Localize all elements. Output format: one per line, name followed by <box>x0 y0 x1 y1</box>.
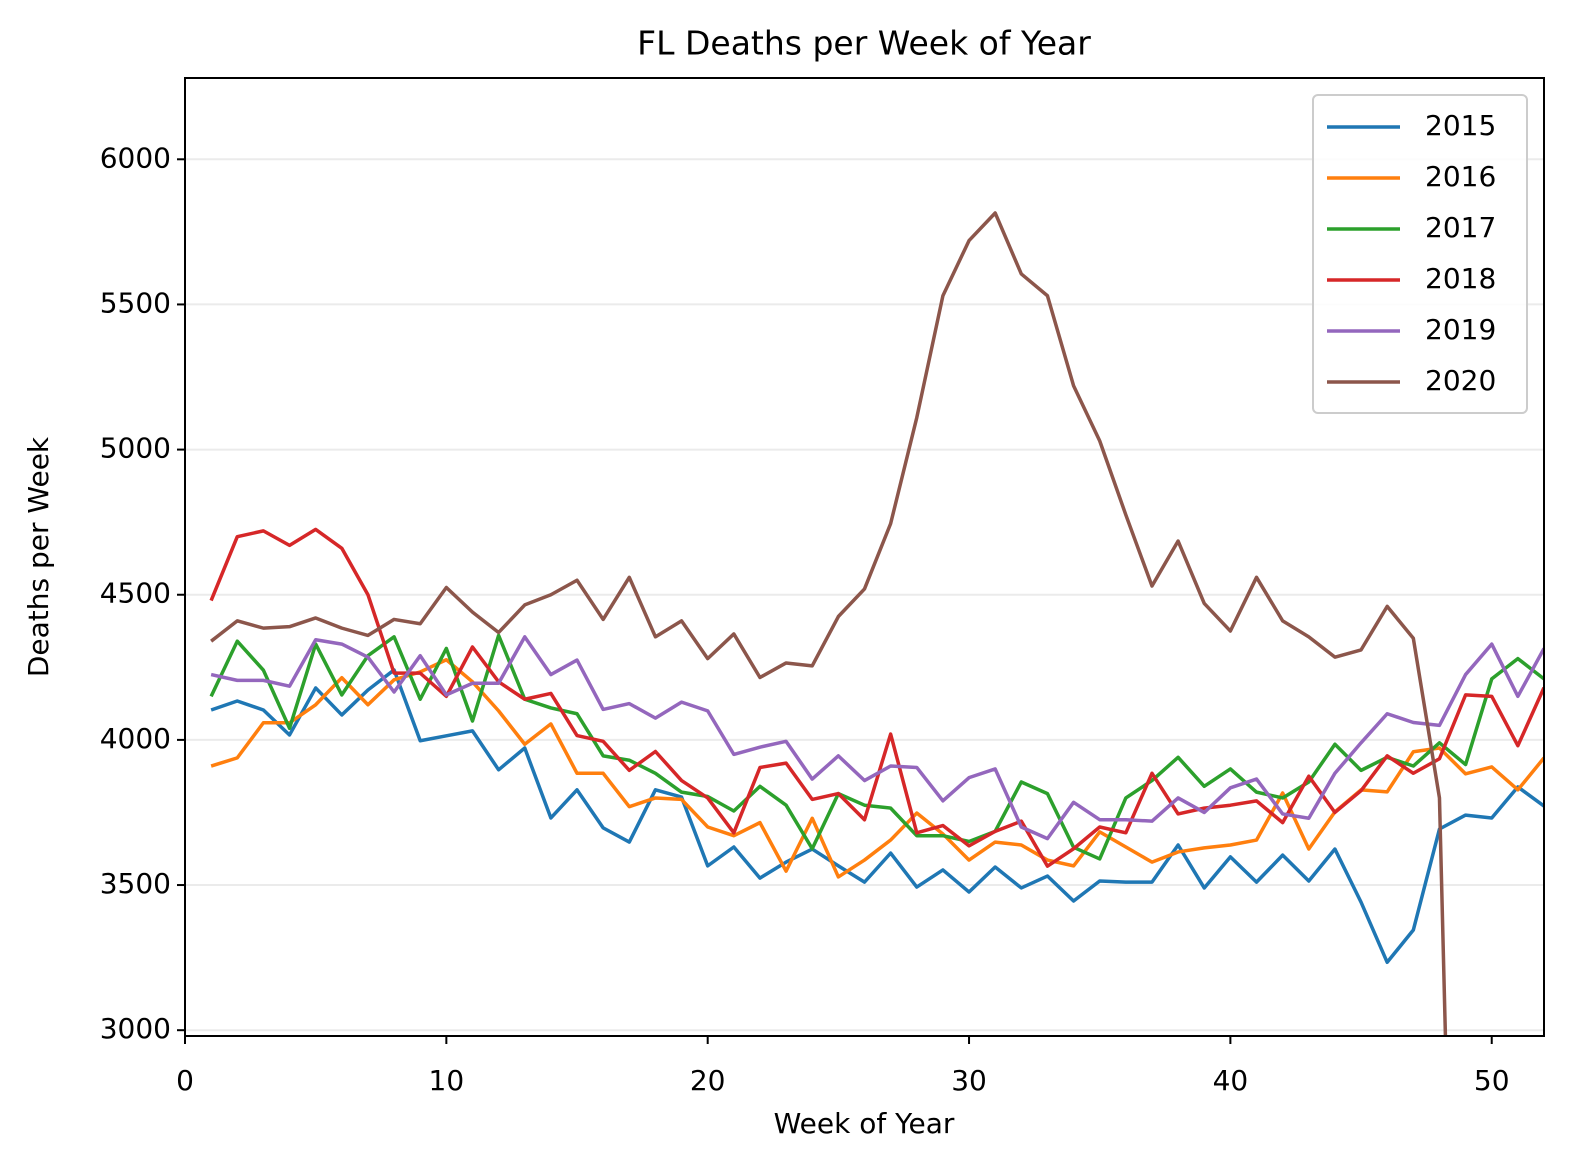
y-tick-label: 4500 <box>100 577 171 610</box>
y-tick-label: 4000 <box>100 722 171 755</box>
line-series <box>210 635 1544 841</box>
legend-label: 2018 <box>1425 262 1496 295</box>
y-tick-label: 3000 <box>100 1012 171 1045</box>
x-tick-label: 10 <box>429 1064 465 1097</box>
legend-label: 2017 <box>1425 211 1496 244</box>
legend-box <box>1312 94 1528 414</box>
y-tick-label: 5500 <box>100 286 171 319</box>
x-axis-label: Week of Year <box>774 1107 955 1140</box>
plot-frame <box>184 77 1545 1037</box>
legend-label: 2020 <box>1425 364 1496 397</box>
x-tick-label: 20 <box>690 1064 726 1097</box>
line-series <box>210 668 1544 965</box>
y-tick-label: 3500 <box>100 867 171 900</box>
legend-label: 2016 <box>1425 160 1496 193</box>
line-series <box>210 211 1448 1036</box>
legend-label: 2015 <box>1425 109 1496 142</box>
x-tick-label: 30 <box>951 1064 987 1097</box>
plot-lines <box>209 211 1544 1036</box>
y-axis-label: Deaths per Week <box>22 436 55 677</box>
x-tick-label: 40 <box>1213 1064 1249 1097</box>
y-tick-label: 6000 <box>100 141 171 174</box>
y-tick-label: 5000 <box>100 432 171 465</box>
chart-title: FL Deaths per Week of Year <box>637 24 1091 63</box>
x-tick-label: 50 <box>1474 1064 1510 1097</box>
x-tick-label: 0 <box>176 1064 194 1097</box>
line-series <box>209 527 1544 868</box>
line-series <box>210 658 1544 879</box>
legend-label: 2019 <box>1425 313 1496 346</box>
